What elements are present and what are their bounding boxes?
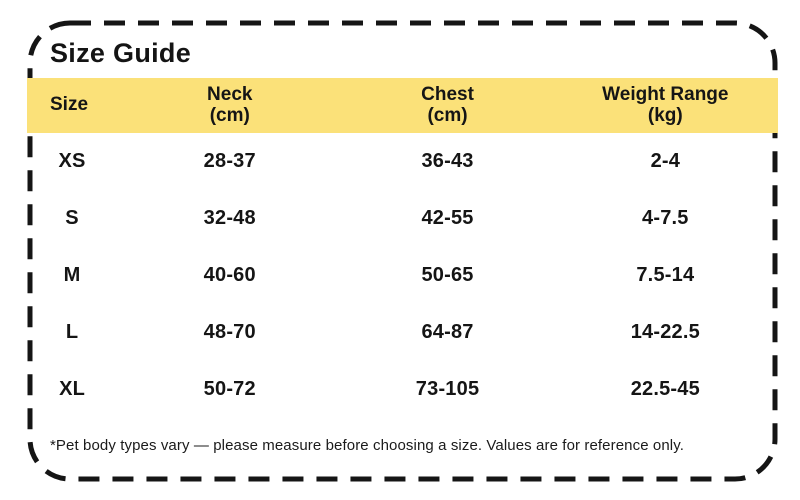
table-row: S 32-48 42-55 4-7.5	[27, 190, 778, 247]
header-cell-neck: Neck (cm)	[117, 85, 342, 126]
header-cell-size: Size	[27, 95, 117, 116]
header-neck-label: Neck	[207, 84, 253, 106]
table-body: XS 28-37 36-43 2-4 S 32-48 42-55 4-7.5 M…	[27, 133, 778, 418]
cell-neck: 28-37	[203, 150, 256, 173]
header-chest-label: Chest	[421, 84, 474, 106]
header-weight-label: Weight Range	[602, 84, 729, 106]
cell-chest: 50-65	[421, 264, 474, 287]
cell-size: L	[65, 321, 79, 344]
cell-chest: 64-87	[421, 321, 474, 344]
size-guide-card: Size Guide Size Neck (cm) Chest (cm) Wei…	[27, 20, 778, 482]
cell-chest: 36-43	[421, 150, 474, 173]
cell-chest: 42-55	[421, 207, 474, 230]
cell-weight: 7.5-14	[636, 264, 695, 287]
cell-size: XS	[58, 150, 86, 173]
table-row: L 48-70 64-87 14-22.5	[27, 304, 778, 361]
header-size-label: Size	[50, 94, 89, 116]
page-title: Size Guide	[50, 38, 192, 68]
header-cell-weight: Weight Range (kg)	[553, 85, 778, 126]
cell-size: S	[65, 207, 79, 230]
card-content: Size Guide Size Neck (cm) Chest (cm) Wei…	[27, 20, 778, 482]
cell-size: M	[63, 264, 81, 287]
cell-weight: 22.5-45	[630, 378, 700, 401]
cell-weight: 2-4	[650, 150, 681, 173]
cell-weight: 4-7.5	[642, 207, 689, 230]
table-row: XL 50-72 73-105 22.5-45	[27, 361, 778, 418]
cell-size: XL	[59, 378, 86, 401]
cell-weight: 14-22.5	[630, 321, 700, 344]
header-cell-chest: Chest (cm)	[342, 85, 552, 126]
cell-neck: 50-72	[203, 378, 256, 401]
header-weight-unit: (kg)	[647, 104, 683, 126]
header-chest-unit: (cm)	[427, 104, 468, 126]
cell-neck: 48-70	[203, 321, 256, 344]
header-neck-unit: (cm)	[209, 104, 250, 126]
cell-neck: 32-48	[203, 207, 256, 230]
footnote: *Pet body types vary — please measure be…	[50, 437, 684, 455]
table-header-row: Size Neck (cm) Chest (cm) Weight Range (…	[27, 78, 778, 134]
table-row: M 40-60 50-65 7.5-14	[27, 247, 778, 304]
cell-chest: 73-105	[415, 378, 480, 401]
table-row: XS 28-37 36-43 2-4	[27, 133, 778, 190]
cell-neck: 40-60	[203, 264, 256, 287]
